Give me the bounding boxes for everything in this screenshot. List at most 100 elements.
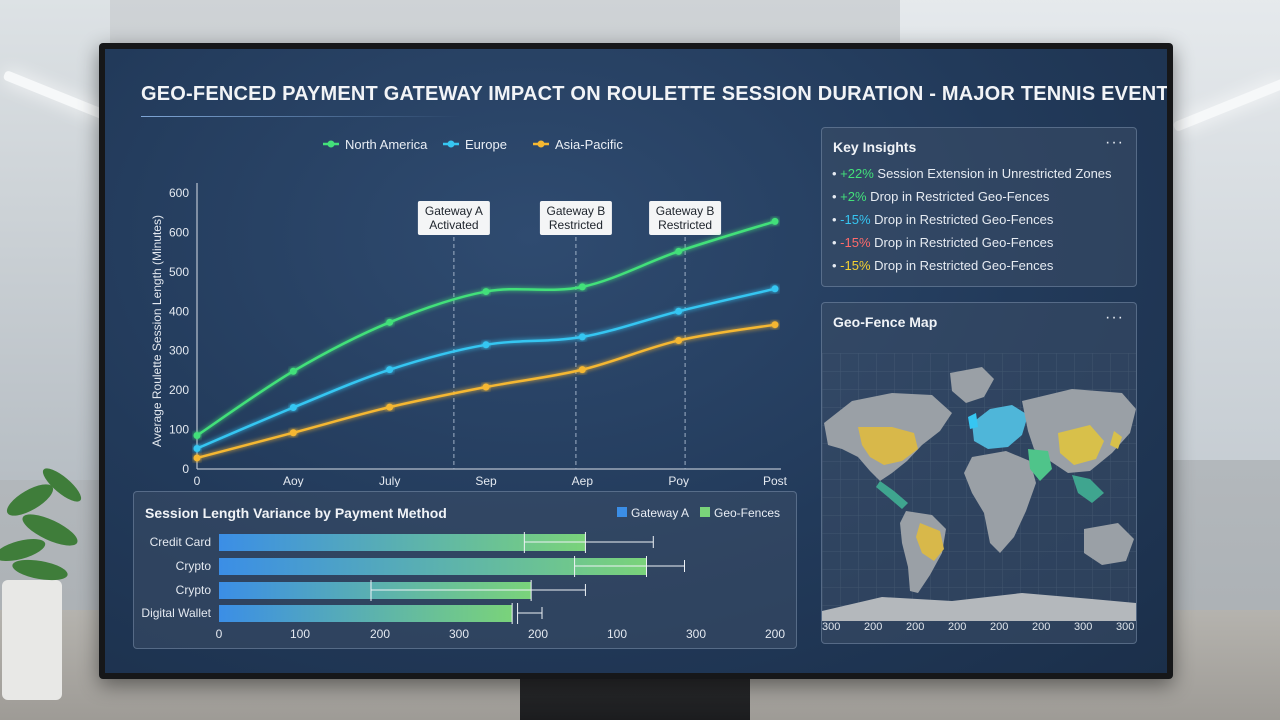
insight-text: Drop in Restricted Geo-Fences <box>870 258 1054 273</box>
central-america-region <box>876 481 908 509</box>
x-tick-label: Poy <box>668 474 689 487</box>
map-scale: 300 200 200 200 200 200 300 300 <box>822 621 1136 639</box>
south-america-geofence <box>916 523 944 561</box>
x-tick-label: Aep <box>572 474 594 487</box>
svg-text:Geo-Fences: Geo-Fences <box>714 506 780 520</box>
y-tick-label: 200 <box>169 383 189 397</box>
y-tick-label: 600 <box>169 225 189 239</box>
bar-category-label: Credit Card <box>150 535 211 549</box>
svg-text:Gateway A: Gateway A <box>631 506 689 520</box>
map-scale-label: 200 <box>864 621 883 633</box>
key-insights-panel: Key Insights ··· • +22% Session Extensio… <box>821 127 1137 287</box>
y-tick-label: 500 <box>169 265 189 279</box>
annotation-label: Activated <box>429 218 478 232</box>
bar-x-tick-label: 100 <box>290 627 310 641</box>
svg-text:Asia-Pacific: Asia-Pacific <box>555 137 623 152</box>
x-tick-label: Sep <box>475 474 497 487</box>
bar-x-tick-label: 200 <box>370 627 390 641</box>
map-scale-label: 300 <box>1116 621 1135 633</box>
legend-item-europe: Europe <box>443 137 507 152</box>
map-scale-label: 200 <box>1032 621 1051 633</box>
japan-region <box>1110 431 1122 449</box>
insight-bullet: • <box>832 189 841 204</box>
error-bar <box>574 556 685 577</box>
insight-item: • +22% Session Extension in Unrestricted… <box>832 166 1112 181</box>
annotation-label: Gateway B <box>656 204 715 218</box>
bar-category-label: Digital Wallet <box>141 606 211 620</box>
annotation-label: Restricted <box>549 218 603 232</box>
map-scale-label: 300 <box>822 621 841 633</box>
error-bar <box>511 603 543 624</box>
data-point-europe <box>482 341 490 349</box>
data-point-north-america <box>386 318 394 326</box>
title-underline <box>141 116 461 117</box>
north-america-geofence <box>858 427 918 465</box>
office-wall-left <box>0 0 110 480</box>
data-point-europe <box>193 444 201 452</box>
europe-region <box>972 405 1028 449</box>
legend-item-north-america: North America <box>323 137 428 152</box>
session-length-line-chart: 0 100 200 300 400 500 600 600 0 Aoy July Sep Aep Poy P… <box>150 137 788 487</box>
insight-item: • -15% Drop in Restricted Geo-Fences <box>832 258 1053 273</box>
insight-text: Drop in Restricted Geo-Fences <box>866 189 1050 204</box>
bar <box>219 605 513 622</box>
uk-region <box>968 413 978 429</box>
annotation-label: Gateway B <box>547 204 606 218</box>
series-line-europe <box>196 287 776 450</box>
insight-item: • -15% Drop in Restricted Geo-Fences <box>832 212 1053 227</box>
map-scale-label: 200 <box>990 621 1009 633</box>
monitor: GEO-FENCED PAYMENT GATEWAY IMPACT ON ROU… <box>99 43 1173 679</box>
data-point-north-america <box>771 217 779 225</box>
svg-text:Europe: Europe <box>465 137 507 152</box>
bar-category-label: Crypto <box>176 559 212 573</box>
legend-item-asia-pacific: Asia-Pacific <box>533 137 623 152</box>
x-tick-label: 0 <box>194 474 201 487</box>
data-point-europe <box>289 403 297 411</box>
data-point-asia-pacific <box>675 336 683 344</box>
insight-item: • -15% Drop in Restricted Geo-Fences <box>832 235 1053 250</box>
annotation-label: Gateway A <box>425 204 483 218</box>
bar-x-tick-label: 300 <box>686 627 706 641</box>
insight-text: Drop in Restricted Geo-Fences <box>870 235 1054 250</box>
map-scale-label: 300 <box>1074 621 1093 633</box>
data-point-asia-pacific <box>386 403 394 411</box>
data-point-north-america <box>289 367 297 375</box>
data-point-asia-pacific <box>193 454 201 462</box>
dashboard-title: GEO-FENCED PAYMENT GATEWAY IMPACT ON ROU… <box>141 83 1167 105</box>
monitor-stand <box>520 676 750 720</box>
x-tick-label: Aoy <box>283 474 304 487</box>
map-menu-button[interactable]: ··· <box>1105 309 1124 326</box>
y-tick-label: 400 <box>169 304 189 318</box>
data-point-asia-pacific <box>289 429 297 437</box>
world-map[interactable] <box>822 353 1136 621</box>
data-point-asia-pacific <box>771 321 779 329</box>
insights-menu-button[interactable]: ··· <box>1105 134 1124 151</box>
y-axis-title: Average Roulette Session Length (Minutes… <box>150 215 164 447</box>
bar-category-label: Crypto <box>176 583 212 597</box>
asia-pacific-geofence <box>1058 425 1104 465</box>
data-point-north-america <box>578 283 586 291</box>
insight-percentage: +2% <box>840 189 867 204</box>
geo-fence-map-panel: Geo-Fence Map ··· <box>821 302 1137 644</box>
y-tick-label: 0 <box>182 462 189 476</box>
data-point-north-america <box>675 247 683 255</box>
africa-region <box>964 451 1036 553</box>
insight-bullet: • <box>832 258 841 273</box>
bar-legend-gateway-a: Gateway A <box>617 506 689 520</box>
series-line-north-america <box>196 220 776 437</box>
bar-x-tick-label: 200 <box>765 627 785 641</box>
insight-bullet: • <box>832 166 841 181</box>
middle-east-geofence <box>1028 449 1052 481</box>
office-plant <box>0 468 82 700</box>
southeast-asia-region <box>1072 475 1104 503</box>
error-bar <box>370 580 586 601</box>
data-point-asia-pacific <box>482 383 490 391</box>
y-tick-label: 300 <box>169 344 189 358</box>
data-point-asia-pacific <box>578 366 586 374</box>
x-tick-label: July <box>379 474 400 487</box>
insight-percentage: -15% <box>840 235 871 250</box>
insight-bullet: • <box>832 212 841 227</box>
bar-chart-title: Session Length Variance by Payment Metho… <box>145 505 447 521</box>
